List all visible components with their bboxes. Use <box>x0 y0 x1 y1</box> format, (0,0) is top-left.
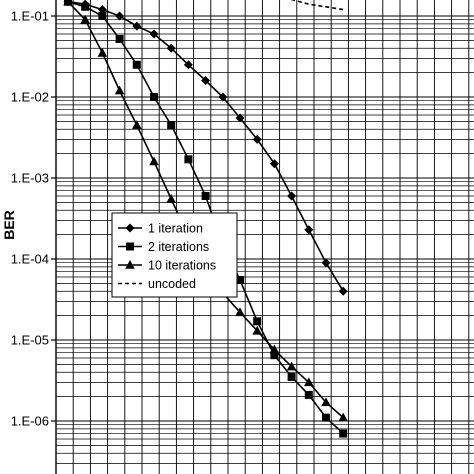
data-point-square <box>201 191 210 200</box>
legend-label: 1 iteration <box>148 222 203 236</box>
data-point-triangle <box>286 361 297 371</box>
y-axis-title: BER <box>1 210 17 240</box>
data-point-triangle <box>132 120 142 129</box>
series-uncoded <box>289 0 344 11</box>
data-point-square <box>132 60 141 69</box>
data-point-diamond <box>338 286 348 296</box>
data-point-diamond <box>183 60 193 70</box>
data-point-triangle <box>80 14 90 24</box>
legend-item: 2 iterations <box>118 240 209 254</box>
data-point-diamond <box>115 11 125 21</box>
y-tick-label: 1.E-05 <box>11 333 49 348</box>
legend-item: 10 iterations <box>118 259 216 273</box>
data-point-diamond <box>269 159 279 169</box>
data-point-square <box>81 2 90 11</box>
data-point-diamond <box>304 225 314 235</box>
data-point-diamond <box>97 5 107 15</box>
data-point-triangle <box>252 325 262 335</box>
data-point-triangle <box>63 0 73 6</box>
series-1-iteration <box>63 0 348 296</box>
vertical-gridlines <box>55 0 470 474</box>
data-point-square <box>322 413 330 422</box>
data-point-diamond <box>149 29 159 39</box>
data-point-square <box>287 372 296 381</box>
data-point-diamond <box>321 258 331 268</box>
legend-label: uncoded <box>148 277 196 291</box>
data-point-triangle <box>304 377 314 387</box>
legend-item: uncoded <box>118 277 196 291</box>
data-point-diamond <box>201 75 211 85</box>
data-point-triangle <box>149 156 159 166</box>
data-point-triangle <box>321 397 331 407</box>
data-point-diamond <box>235 113 245 123</box>
data-point-square <box>126 242 134 251</box>
data-point-square <box>270 351 279 360</box>
data-point-square <box>184 155 193 164</box>
data-point-square <box>115 35 124 44</box>
y-tick-label: 1.E-03 <box>11 171 49 186</box>
data-point-diamond <box>166 43 176 53</box>
data-point-triangle <box>269 344 280 354</box>
y-tick-label: 1.E-04 <box>11 252 49 267</box>
series-line <box>289 0 344 11</box>
y-tick-label: 1.E-02 <box>11 90 49 105</box>
data-point-square <box>339 429 348 438</box>
data-point-triangle <box>125 260 135 269</box>
legend-label: 10 iterations <box>148 259 216 273</box>
y-tick-label: 1.E-01 <box>11 9 49 24</box>
data-point-square <box>253 317 262 326</box>
data-point-triangle <box>97 47 108 57</box>
series-line <box>67 1 344 419</box>
data-point-triangle <box>114 85 125 95</box>
data-point-square <box>98 12 107 20</box>
data-point-square <box>236 276 244 285</box>
data-point-triangle <box>166 194 176 203</box>
legend-label: 2 iterations <box>148 240 209 254</box>
data-point-square <box>150 93 158 101</box>
y-tick-labels: 1.E-01 1.E-02 1.E-03 1.E-04 1.E-05 1.E-06 <box>11 9 49 429</box>
data-point-triangle <box>235 307 245 317</box>
data-point-diamond <box>132 21 142 31</box>
data-point-diamond <box>125 223 135 233</box>
data-point-diamond <box>252 134 262 144</box>
legend: 1 iteration 2 iterations 10 iterations unco… <box>111 212 238 298</box>
data-point-diamond <box>218 92 228 102</box>
data-point-square <box>167 121 176 130</box>
data-point-triangle <box>338 412 348 422</box>
data-point-diamond <box>287 191 297 201</box>
y-tick-label: 1.E-06 <box>11 414 49 429</box>
y-axis <box>51 0 57 474</box>
data-point-square <box>304 390 313 399</box>
legend-item: 1 iteration <box>118 222 203 236</box>
